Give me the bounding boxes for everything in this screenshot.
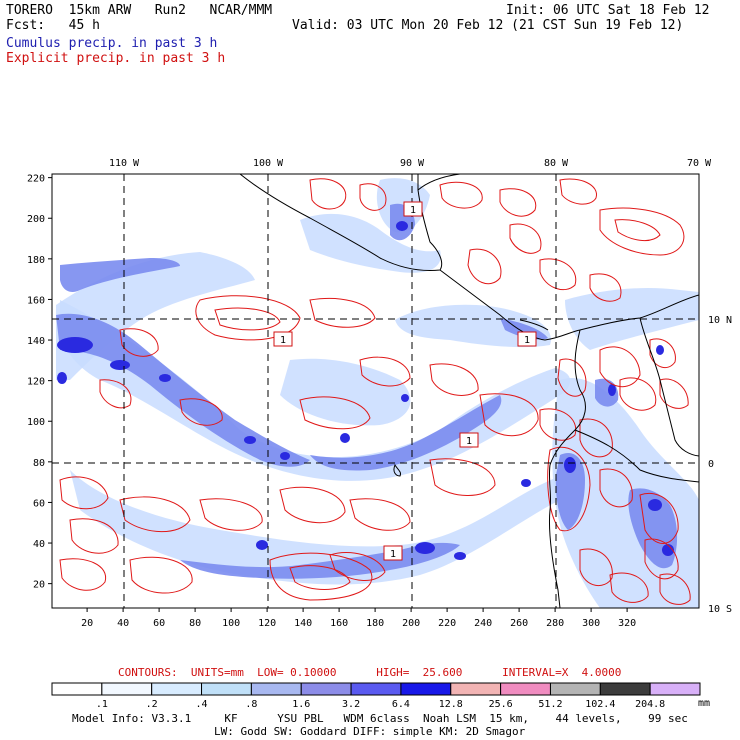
model-title: TORERO 15km ARW Run2 NCAR/MMM xyxy=(6,3,273,18)
colorbar-label: .4 xyxy=(196,699,208,710)
lat-lon-grid xyxy=(52,174,699,608)
box-label: 1 xyxy=(280,335,286,346)
box-label-frame xyxy=(403,201,423,217)
forecast-hour: Fcst: 45 h xyxy=(6,18,100,33)
y-tick-label: 160 xyxy=(27,295,45,306)
colorbar-swatch xyxy=(101,682,153,696)
x-tick-label: 280 xyxy=(546,618,564,629)
y-tick-label: 20 xyxy=(33,580,45,591)
y-tick-label: 100 xyxy=(27,417,45,428)
x-tick-label: 20 xyxy=(81,618,93,629)
box-label: 1 xyxy=(524,335,530,346)
coastlines xyxy=(239,174,699,608)
colorbar: .1 .2 .4 .8 1.6 3.2 6.4 12.8 25.6 51.2 102.4 204.8 xyxy=(51,682,701,710)
latitude-labels: 10 N 0 10 S xyxy=(708,315,732,615)
x-tick-label: 240 xyxy=(474,618,492,629)
x-tick-label: 180 xyxy=(366,618,384,629)
model-info-line2: LW: Godd SW: Goddard DIFF: simple KM: 2D… xyxy=(214,725,526,738)
x-tick-label: 120 xyxy=(258,618,276,629)
x-tick-label: 220 xyxy=(438,618,456,629)
longitude-label: 110 W xyxy=(109,158,140,169)
explicit-contours xyxy=(59,178,691,605)
box-label-frame xyxy=(273,331,293,347)
x-tick-label: 320 xyxy=(618,618,636,629)
colorbar-label: .2 xyxy=(146,699,158,710)
colorbar-label: .1 xyxy=(96,699,108,710)
colorbar-label: 102.4 xyxy=(585,699,615,710)
longitude-label: 90 W xyxy=(400,158,425,169)
latitude-label: 0 xyxy=(708,459,714,470)
y-axis-ticks: 220 200 180 160 140 120 100 80 60 40 20 xyxy=(27,174,52,591)
colorbar-swatch xyxy=(599,682,651,696)
colorbar-swatch xyxy=(350,682,402,696)
y-tick-label: 200 xyxy=(27,214,45,225)
y-tick-label: 140 xyxy=(27,336,45,347)
box-label: 1 xyxy=(466,436,472,447)
box-label-frame xyxy=(383,545,403,561)
colorbar-swatch xyxy=(51,682,103,696)
box-label: 1 xyxy=(390,549,396,560)
x-tick-label: 60 xyxy=(153,618,165,629)
colorbar-swatch xyxy=(649,682,701,696)
x-tick-label: 40 xyxy=(117,618,129,629)
contour-label-boxes: 1 1 1 1 1 xyxy=(273,201,537,561)
colorbar-label: .8 xyxy=(245,699,257,710)
colorbar-swatch xyxy=(400,682,452,696)
colorbar-swatch xyxy=(250,682,302,696)
colorbar-label: 1.6 xyxy=(292,699,310,710)
longitude-label: 100 W xyxy=(253,158,284,169)
colorbar-swatch xyxy=(500,682,551,696)
x-tick-label: 140 xyxy=(294,618,312,629)
longitude-labels: 110 W 100 W 90 W 80 W 70 W xyxy=(109,158,712,169)
colorbar-swatch xyxy=(201,682,252,696)
precip-field xyxy=(56,178,699,608)
model-info-line1: Model Info: V3.3.1 KF YSU PBL WDM 6class… xyxy=(72,712,688,725)
x-tick-label: 260 xyxy=(510,618,528,629)
colorbar-swatch xyxy=(151,682,203,696)
valid-time: Valid: 03 UTC Mon 20 Feb 12 (21 CST Sun … xyxy=(292,18,684,33)
colorbar-swatch xyxy=(450,682,502,696)
colorbar-label: 25.6 xyxy=(489,699,513,710)
x-tick-label: 300 xyxy=(582,618,600,629)
longitude-label: 70 W xyxy=(687,158,712,169)
contours-info: CONTOURS: UNITS=mm LOW= 0.10000 HIGH= 25… xyxy=(118,666,622,679)
x-tick-label: 160 xyxy=(330,618,348,629)
x-axis-ticks: 20 40 60 80 100 120 140 160 180 200 220 240 260 280 30… xyxy=(81,608,636,629)
init-time: Init: 06 UTC Sat 18 Feb 12 xyxy=(506,3,710,18)
legend-explicit: Explicit precip. in past 3 h xyxy=(6,51,226,66)
cumulus-cores xyxy=(57,221,674,560)
colorbar-swatch xyxy=(300,682,352,696)
box-label-frame xyxy=(517,331,537,347)
y-tick-label: 60 xyxy=(33,498,45,509)
colorbar-unit: mm xyxy=(698,698,710,709)
x-tick-label: 100 xyxy=(222,618,240,629)
colorbar-swatch xyxy=(549,682,601,696)
x-tick-label: 80 xyxy=(189,618,201,629)
latitude-label: 10 S xyxy=(708,604,732,615)
colorbar-label: 3.2 xyxy=(342,699,360,710)
y-tick-label: 180 xyxy=(27,255,45,266)
y-tick-label: 220 xyxy=(27,174,45,185)
y-tick-label: 120 xyxy=(27,377,45,388)
legend-cumulus: Cumulus precip. in past 3 h xyxy=(6,36,218,51)
colorbar-label: 204.8 xyxy=(635,699,665,710)
longitude-label: 80 W xyxy=(544,158,569,169)
box-label-frame xyxy=(459,432,479,448)
x-tick-label: 200 xyxy=(402,618,420,629)
colorbar-label: 6.4 xyxy=(392,699,410,710)
colorbar-label: 51.2 xyxy=(538,699,562,710)
y-tick-label: 40 xyxy=(33,539,45,550)
y-tick-label: 80 xyxy=(33,458,45,469)
latitude-label: 10 N xyxy=(708,315,732,326)
colorbar-label: 12.8 xyxy=(439,699,463,710)
box-label: 1 xyxy=(410,205,416,216)
